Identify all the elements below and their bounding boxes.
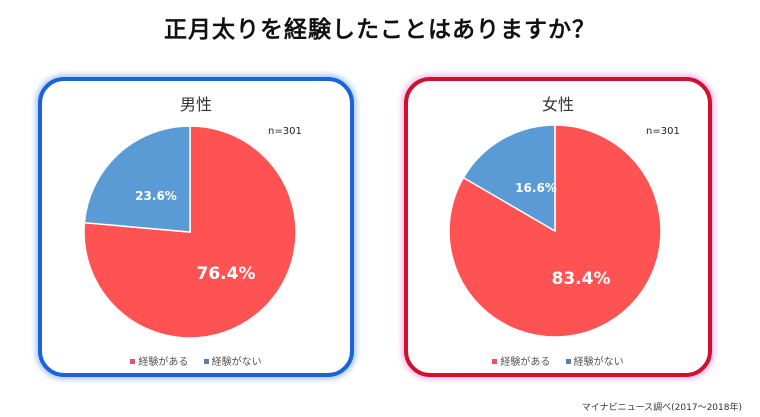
female-yes-percent: 83.4% — [551, 269, 611, 289]
legend-swatch-no — [565, 358, 571, 364]
legend-item-no: 経験がない — [565, 353, 624, 368]
legend-swatch-yes — [130, 358, 136, 364]
legend-label-yes: 経験がある — [138, 357, 189, 368]
male-panel-title: 男性 — [179, 95, 212, 114]
legend-swatch-no — [203, 358, 209, 364]
male-panel: 男性 n=301 23.6% 76.4% 経験がある 経験がない — [38, 77, 354, 377]
legend-item-yes: 経験がある — [130, 353, 188, 368]
male-sample-size: n=301 — [268, 126, 302, 137]
male-no-percent: 23.6% — [135, 189, 177, 203]
male-legend: 経験がある 経験がない — [42, 353, 350, 368]
female-no-percent: 16.6% — [515, 181, 557, 195]
legend-item-no: 経験がない — [203, 353, 262, 368]
legend-label-yes: 経験がある — [500, 357, 551, 368]
female-sample-size: n=301 — [646, 126, 680, 137]
pie-slice — [462, 124, 556, 233]
legend-label-no: 経験がない — [211, 357, 262, 368]
legend-label-no: 経験がない — [573, 357, 624, 368]
female-panel-title: 女性 — [541, 95, 574, 114]
legend-item-yes: 経験がある — [492, 353, 550, 368]
pie-slice — [83, 125, 297, 339]
female-pie-chart — [448, 124, 662, 338]
female-panel: 女性 n=301 16.6% 83.4% 経験がある 経験がない — [404, 77, 712, 377]
source-credit: マイナビニュース調べ(2017～2018年) — [581, 403, 742, 413]
pie-slice — [83, 125, 191, 233]
legend-swatch-yes — [492, 358, 498, 364]
male-yes-percent: 76.4% — [196, 264, 256, 284]
chart-title: 正月太りを経験したことはありますか？ — [164, 17, 596, 43]
female-legend: 経験がある 経験がない — [408, 353, 708, 368]
male-pie-chart — [83, 125, 297, 339]
